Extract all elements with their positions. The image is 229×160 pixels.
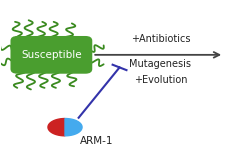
- Text: +Antibiotics: +Antibiotics: [130, 34, 189, 44]
- Polygon shape: [65, 119, 82, 136]
- Text: Mutagenesis: Mutagenesis: [129, 59, 191, 69]
- Polygon shape: [48, 119, 65, 136]
- Text: Susceptible: Susceptible: [21, 50, 81, 60]
- Text: ARM-1: ARM-1: [80, 136, 113, 146]
- FancyBboxPatch shape: [11, 36, 92, 74]
- Text: +Evolution: +Evolution: [133, 75, 186, 85]
